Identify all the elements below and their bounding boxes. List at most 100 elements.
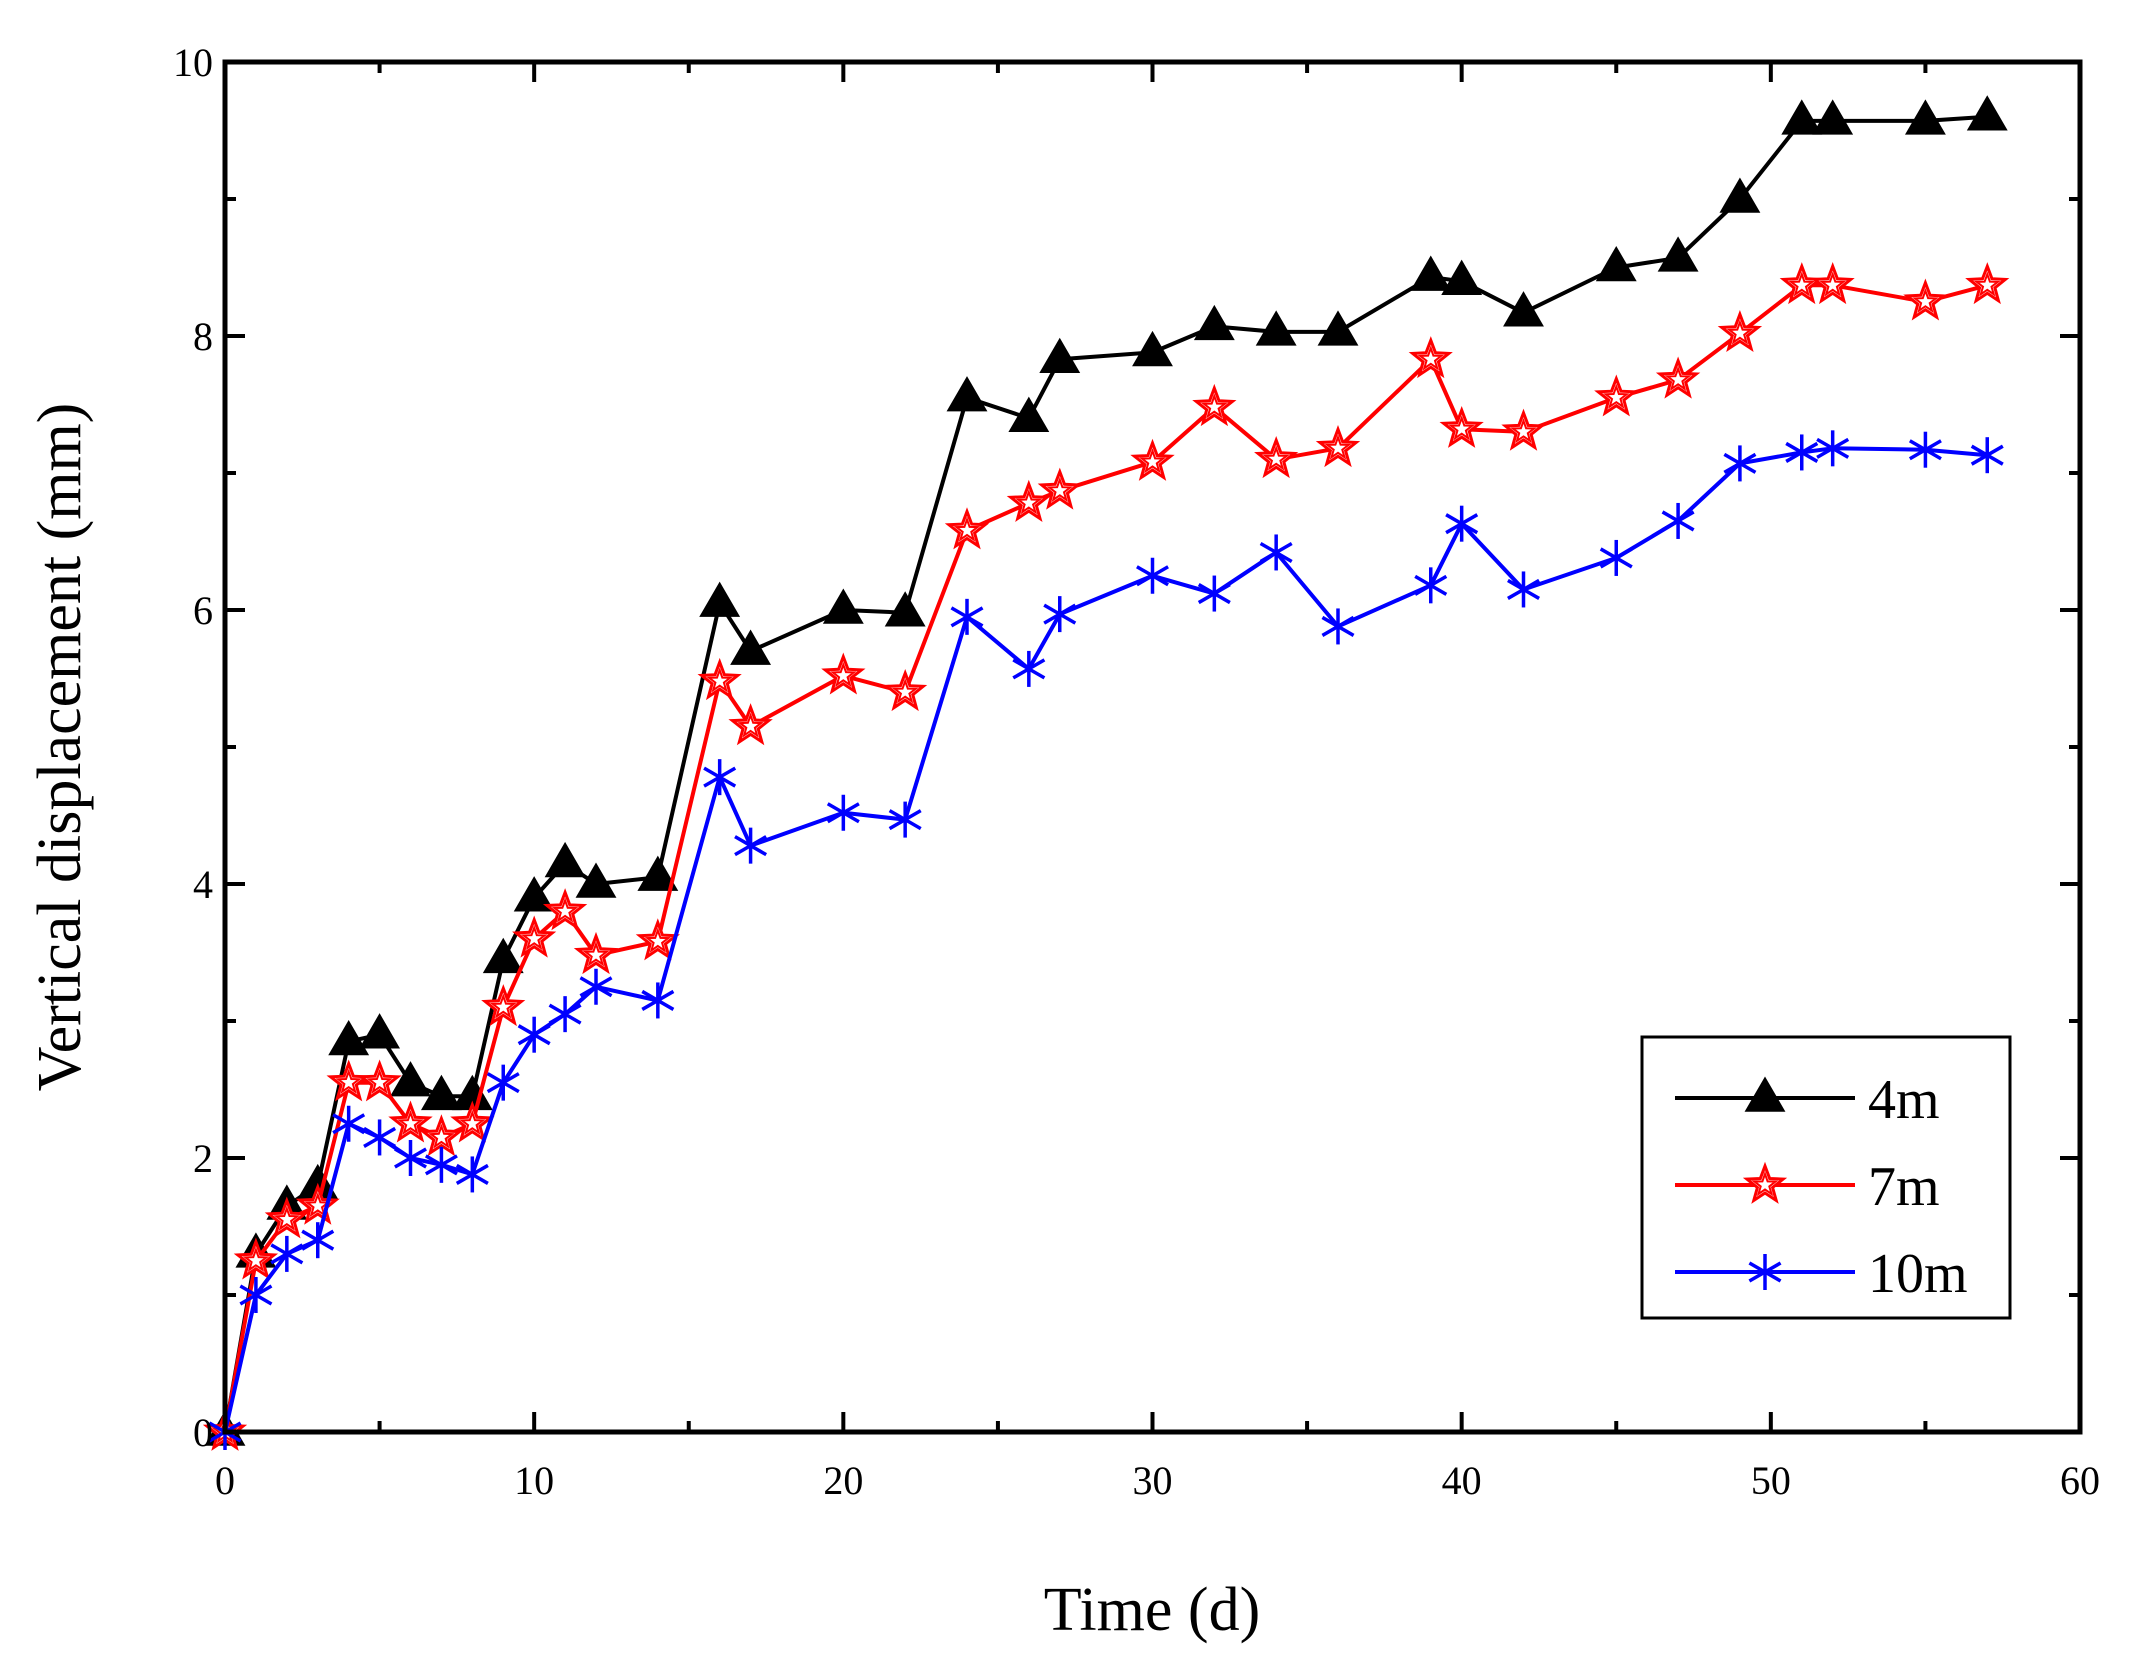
data-point-10m-9 bbox=[486, 1064, 520, 1101]
data-point-7m-20-outer bbox=[1037, 467, 1082, 510]
data-point-7m-4-inner bbox=[335, 1068, 362, 1094]
data-point-7m-1-outer bbox=[233, 1237, 279, 1280]
data-point-10m-16-stroke bbox=[826, 802, 860, 824]
data-point-7m-7-outer bbox=[419, 1114, 464, 1157]
legend-label-4m: 4m bbox=[1868, 1069, 1940, 1131]
y-tick-label: 10 bbox=[173, 40, 213, 85]
legend-marker-7m bbox=[1742, 1161, 1788, 1204]
data-point-7m-12 bbox=[573, 931, 619, 975]
data-point-10m-31-stroke bbox=[1785, 441, 1819, 463]
data-point-7m-9 bbox=[481, 984, 526, 1027]
data-point-10m-25-stroke bbox=[1414, 574, 1448, 596]
data-point-7m-1-inner bbox=[242, 1246, 270, 1272]
y-tick-label: 2 bbox=[193, 1136, 213, 1181]
data-point-10m-17 bbox=[888, 801, 922, 838]
data-point-7m-11-inner bbox=[551, 897, 579, 923]
data-point-10m-34-stroke bbox=[1970, 444, 2004, 466]
data-point-7m-7 bbox=[419, 1114, 464, 1157]
data-point-10m-11 bbox=[548, 996, 582, 1033]
data-point-10m-12 bbox=[579, 968, 613, 1005]
data-point-10m-6 bbox=[394, 1140, 427, 1176]
data-point-7m-21 bbox=[1130, 438, 1175, 481]
data-point-4m-11 bbox=[544, 841, 586, 878]
data-point-4m-32 bbox=[1812, 99, 1854, 135]
data-point-4m-19 bbox=[1008, 396, 1050, 432]
data-point-7m-9-inner bbox=[489, 993, 517, 1019]
data-point-10m-26-stroke bbox=[1445, 513, 1479, 535]
data-point-7m-22-outer bbox=[1192, 383, 1237, 427]
data-point-10m-31 bbox=[1785, 434, 1819, 471]
data-point-10m-3-stroke bbox=[301, 1229, 335, 1251]
data-point-10m-22-stroke bbox=[1197, 583, 1231, 605]
data-point-10m-28 bbox=[1599, 539, 1633, 576]
y-tick-label: 4 bbox=[193, 862, 213, 907]
data-point-7m-21-outer bbox=[1130, 438, 1175, 481]
data-point-10m-22 bbox=[1197, 575, 1231, 612]
data-point-10m-7 bbox=[424, 1146, 458, 1183]
data-point-10m-13-stroke bbox=[641, 989, 675, 1011]
data-point-7m-25 bbox=[1408, 336, 1453, 379]
data-point-7m-20-inner bbox=[1046, 476, 1074, 503]
data-point-10m-17-stroke bbox=[888, 809, 922, 831]
data-point-4m-23 bbox=[1255, 310, 1297, 346]
data-point-7m-12-outer bbox=[573, 931, 619, 975]
x-tick-label: 50 bbox=[1751, 1458, 1791, 1503]
data-point-10m-33-stroke bbox=[1908, 439, 1942, 461]
data-point-10m-18 bbox=[950, 598, 984, 635]
data-point-7m-29 bbox=[1655, 356, 1701, 399]
data-point-7m-20 bbox=[1037, 467, 1082, 510]
data-point-7m-13-outer bbox=[635, 918, 680, 961]
data-point-10m-27-stroke bbox=[1507, 578, 1540, 600]
data-point-10m-28-stroke bbox=[1599, 547, 1633, 569]
data-point-10m-2-stroke bbox=[270, 1243, 304, 1265]
data-point-10m-20-stroke bbox=[1043, 603, 1077, 625]
data-point-7m-27-outer bbox=[1501, 408, 1546, 451]
data-point-10m-21-stroke bbox=[1136, 565, 1169, 587]
data-point-7m-3 bbox=[295, 1182, 340, 1225]
data-point-7m-2-inner bbox=[273, 1205, 301, 1231]
data-point-7m-8-inner bbox=[459, 1109, 486, 1135]
data-point-7m-6 bbox=[388, 1100, 433, 1143]
data-point-10m-19 bbox=[1012, 650, 1046, 687]
data-point-10m-29 bbox=[1661, 502, 1695, 539]
data-point-7m-1 bbox=[233, 1237, 279, 1280]
data-point-7m-32 bbox=[1810, 262, 1855, 305]
data-point-7m-33-outer bbox=[1903, 278, 1948, 321]
data-point-7m-28-inner bbox=[1602, 383, 1630, 409]
data-point-10m-3 bbox=[301, 1222, 335, 1259]
data-point-7m-9-outer bbox=[481, 984, 526, 1027]
legend-entry-4m: 4m bbox=[1675, 1069, 1940, 1131]
data-point-7m-32-inner bbox=[1819, 271, 1846, 297]
data-point-7m-3-inner bbox=[304, 1192, 332, 1218]
legend-marker-7m-outer bbox=[1742, 1161, 1788, 1204]
data-point-7m-17 bbox=[883, 668, 928, 712]
data-point-7m-28-outer bbox=[1594, 374, 1639, 417]
data-point-10m-16 bbox=[826, 794, 860, 831]
data-point-10m-9-stroke bbox=[486, 1072, 520, 1094]
x-tick-label: 60 bbox=[2060, 1458, 2100, 1503]
legend-marker-7m-inner bbox=[1751, 1170, 1779, 1197]
data-point-7m-10-inner bbox=[520, 924, 548, 951]
data-point-7m-17-inner bbox=[891, 678, 919, 704]
data-point-4m-29 bbox=[1657, 236, 1699, 272]
data-point-7m-18 bbox=[944, 507, 990, 550]
data-point-7m-29-outer bbox=[1655, 356, 1701, 399]
data-point-10m-24-stroke bbox=[1321, 615, 1355, 637]
data-point-10m-5 bbox=[363, 1119, 397, 1156]
data-point-7m-14 bbox=[697, 657, 742, 701]
data-point-10m-18-stroke bbox=[950, 606, 984, 628]
data-point-10m-6-stroke bbox=[394, 1147, 427, 1169]
y-tick-label: 8 bbox=[193, 314, 213, 359]
data-point-10m-7-stroke bbox=[424, 1154, 458, 1176]
data-point-7m-25-outer bbox=[1408, 336, 1453, 379]
data-point-10m-24 bbox=[1321, 608, 1355, 645]
data-point-7m-24-inner bbox=[1324, 434, 1352, 460]
data-point-7m-31-inner bbox=[1788, 271, 1816, 297]
data-point-7m-25-inner bbox=[1417, 345, 1444, 371]
data-point-4m-4 bbox=[328, 1020, 370, 1056]
data-point-7m-19-inner bbox=[1015, 489, 1043, 515]
data-point-4m-33 bbox=[1904, 99, 1946, 135]
data-point-10m-19-stroke bbox=[1012, 658, 1046, 680]
data-point-10m-15-stroke bbox=[734, 835, 768, 857]
data-point-7m-13 bbox=[635, 918, 680, 961]
